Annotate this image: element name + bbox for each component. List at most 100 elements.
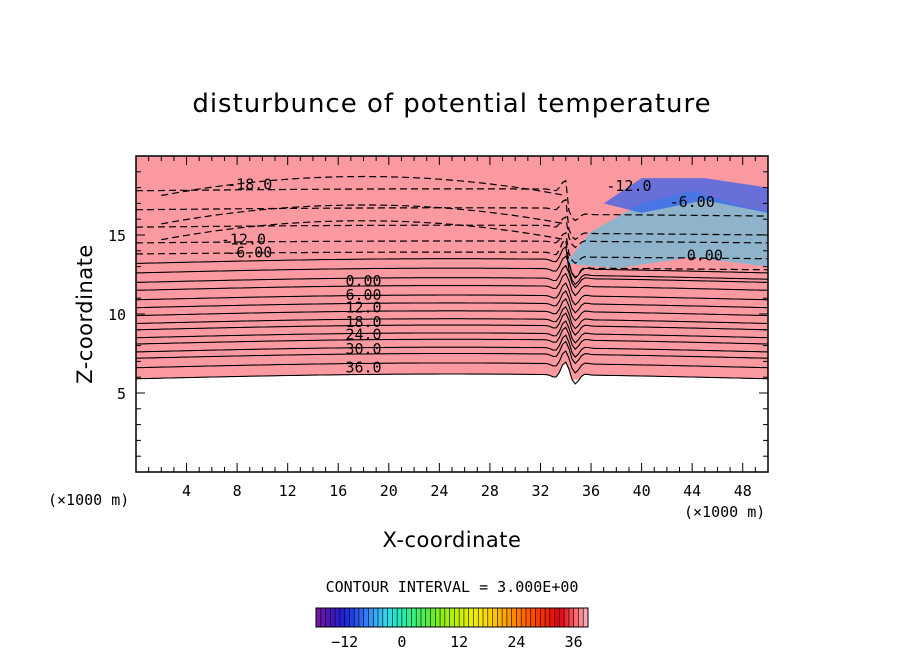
- colorbar-cell: [511, 608, 517, 627]
- colorbar-cell: [535, 608, 541, 627]
- colorbar-cell: [473, 608, 479, 627]
- contour-line: [136, 298, 768, 322]
- colorbar-tick-label: 0: [397, 633, 406, 651]
- contour-line: [136, 179, 768, 222]
- chart-title: disturbunce of potential temperature: [192, 89, 711, 119]
- colorbar-cell: [578, 608, 584, 627]
- colorbar-cell: [330, 608, 336, 627]
- colorbar-cell: [416, 608, 422, 627]
- contour-line: [136, 282, 768, 306]
- colorbar-cell: [559, 608, 565, 627]
- y-axis: 5 10 15: [108, 171, 768, 457]
- colorbar-cell: [573, 608, 579, 627]
- x-tick-label: 40: [633, 482, 651, 500]
- colorbar-tick-label: −12: [331, 633, 358, 651]
- colorbar-cell: [349, 608, 355, 627]
- x-unit-label: (×1000 m): [684, 503, 765, 521]
- colorbar-cell: [463, 608, 470, 627]
- contour-line: [136, 238, 768, 279]
- contour-line: [136, 334, 768, 358]
- colorbar-cell: [382, 608, 388, 627]
- blank-region: [136, 379, 768, 472]
- colorbar-cell: [516, 608, 522, 627]
- colorbar-tick-label: 36: [565, 633, 583, 651]
- contour-label: 0.00: [345, 272, 381, 290]
- x-tick-label: 20: [380, 482, 398, 500]
- colorbar-cell: [368, 608, 374, 627]
- contour-label: 36.0: [345, 359, 381, 377]
- colorbar-cell: [459, 608, 465, 627]
- colorbar-cell: [564, 608, 570, 627]
- contour-line: [136, 320, 768, 344]
- contour-label: -6.00: [227, 243, 272, 261]
- colorbar-cell: [444, 608, 451, 627]
- colorbar-cell: [492, 608, 498, 627]
- y-tick-label: 15: [108, 227, 126, 245]
- colorbar-cell: [363, 608, 369, 627]
- contour-lines: [136, 175, 768, 385]
- contour-line: [136, 305, 768, 330]
- colorbar-cell: [483, 608, 489, 627]
- contour-line: [136, 312, 768, 336]
- contour-line: [136, 290, 768, 314]
- contour-line: [161, 175, 566, 197]
- contour-label: -12.0: [606, 177, 651, 195]
- colorbar-cell: [506, 608, 513, 627]
- disturbed-region: [603, 178, 768, 213]
- x-tick-label: 24: [430, 482, 448, 500]
- colorbar-cell: [378, 608, 384, 627]
- colorbar-ticks: −12 0 12 24 36: [331, 633, 583, 651]
- colorbar-tick-label: 12: [450, 633, 468, 651]
- colorbar-cell: [525, 608, 532, 627]
- colorbar-cell: [430, 608, 436, 627]
- contour-line: [161, 220, 566, 241]
- colorbar-cell: [316, 608, 322, 627]
- contour-label: 24.0: [345, 326, 381, 344]
- colorbar-cell: [320, 608, 326, 627]
- y-tick-label: 5: [117, 385, 126, 403]
- y-axis-title: Z-coordinate: [73, 244, 97, 384]
- colorbar-cell: [425, 608, 431, 627]
- colorbar-cell: [335, 608, 341, 627]
- contour-label: 0.00: [687, 247, 723, 265]
- x-tick-label: 4: [182, 482, 191, 500]
- colorbar-cell: [411, 608, 417, 627]
- colorbar-cell: [549, 608, 555, 627]
- colorbar-cell: [387, 608, 393, 627]
- contour-label: 18.0: [345, 313, 381, 331]
- contour-line: [136, 326, 768, 351]
- colorbar-cell: [358, 608, 365, 627]
- x-tick-label: 28: [481, 482, 499, 500]
- contour-line: [161, 204, 566, 225]
- colorbar-cell: [497, 608, 503, 627]
- colorbar-cell: [344, 608, 350, 627]
- colorbar-cell: [401, 608, 408, 627]
- colorbar-cell: [406, 608, 412, 627]
- contour-label: -12.0: [221, 231, 266, 249]
- colorbar-cell: [397, 608, 403, 627]
- x-tick-label: 44: [683, 482, 701, 500]
- contour-label: -18.0: [227, 175, 272, 193]
- colorbar-tick-label: 24: [507, 633, 525, 651]
- colorbar: [315, 607, 589, 628]
- colorbar-cell: [392, 608, 398, 627]
- colorbar-cell: [373, 608, 379, 627]
- contour-label: 6.00: [345, 286, 381, 304]
- colorbar-cell: [478, 608, 484, 627]
- x-tick-label: 32: [531, 482, 549, 500]
- x-tick-label: 12: [279, 482, 297, 500]
- colorbar-cell: [325, 608, 331, 627]
- contour-line: [136, 245, 768, 286]
- colorbar-cell: [540, 608, 546, 627]
- x-tick-label: 16: [329, 482, 347, 500]
- z-unit-label: (×1000 m): [48, 491, 129, 509]
- colorbar-cell: [440, 608, 446, 627]
- contour-line: [136, 216, 768, 249]
- contour-line: [136, 340, 768, 365]
- colorbar-cell: [583, 608, 589, 627]
- colorbar-cell: [530, 608, 536, 627]
- contour-line: [136, 361, 768, 385]
- colorbar-cell: [554, 608, 560, 627]
- colorbar-cell: [487, 608, 493, 627]
- contour-line: [136, 198, 768, 241]
